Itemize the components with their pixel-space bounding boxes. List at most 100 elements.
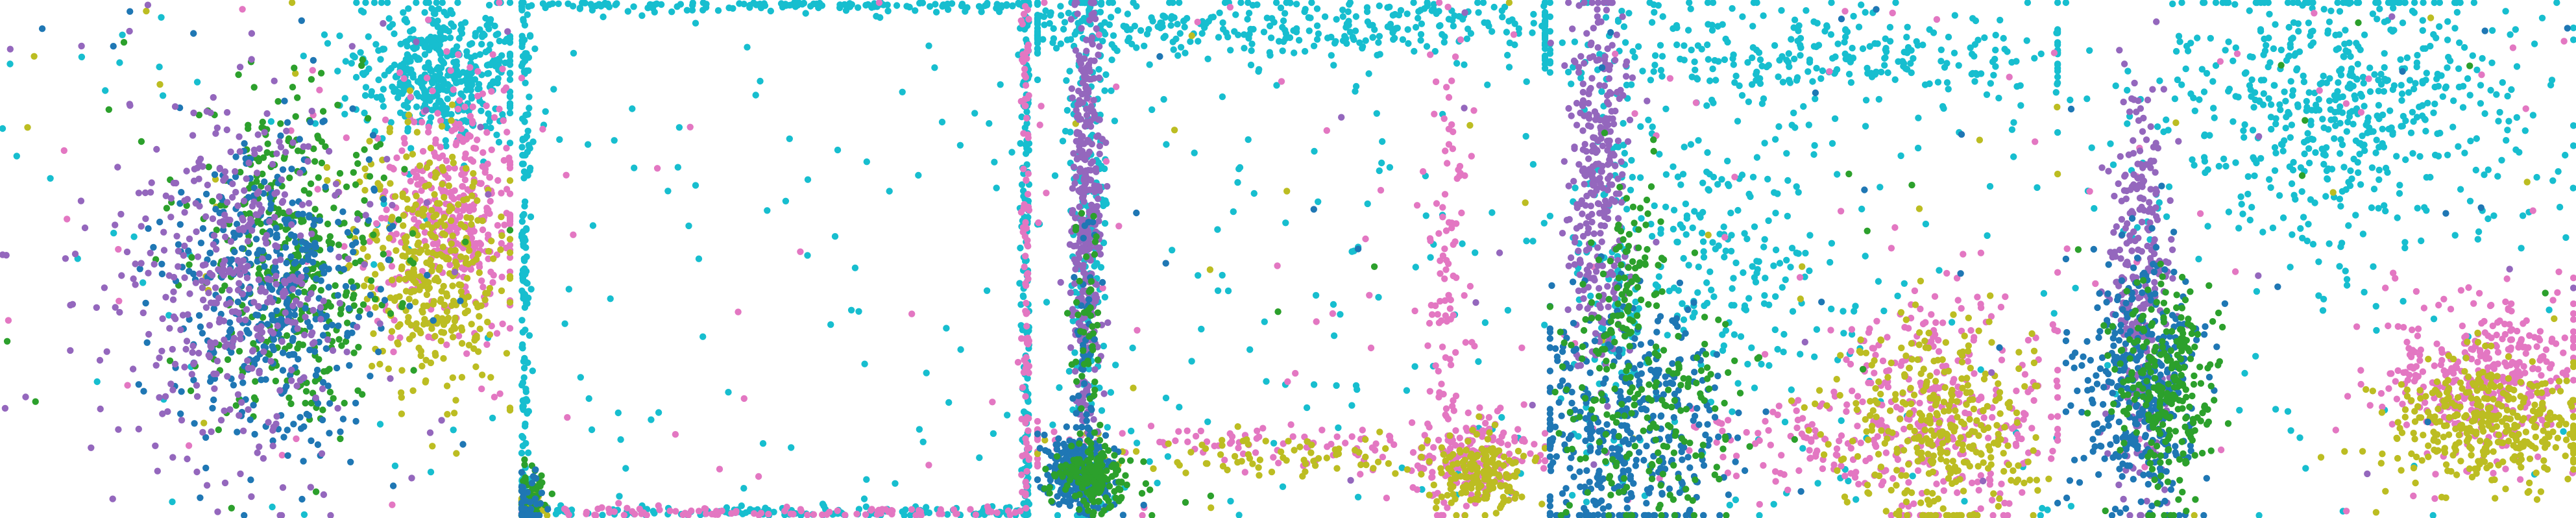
scatter-point [1418, 453, 1425, 461]
scatter-point [1306, 27, 1313, 34]
scatter-point [116, 59, 123, 66]
scatter-point [184, 195, 191, 203]
scatter-point [178, 189, 185, 196]
scatter-point [367, 291, 374, 299]
scatter-point [450, 159, 457, 167]
scatter-point [302, 399, 309, 407]
scatter-point [436, 264, 443, 271]
scatter-point [165, 312, 173, 319]
scatter-point [1313, 36, 1321, 43]
scatter-point [164, 408, 171, 415]
scatter-point [519, 442, 527, 450]
scatter-point [255, 188, 262, 195]
scatter-point [479, 90, 487, 97]
scatter-point [692, 182, 699, 189]
scatter-point [1063, 77, 1070, 84]
scatter-point [487, 41, 494, 48]
scatter-point [433, 211, 440, 219]
scatter-point [1497, 404, 1504, 412]
scatter-point [518, 160, 526, 167]
scatter-point [972, 511, 980, 518]
scatter-point [1025, 270, 1032, 277]
scatter-point [476, 264, 483, 271]
scatter-point [469, 119, 476, 127]
scatter-point [1413, 202, 1421, 209]
scatter-point [1335, 424, 1342, 432]
scatter-point [1022, 73, 1030, 81]
scatter-point [1280, 17, 1287, 25]
scatter-point [454, 0, 461, 6]
scatter-point [428, 232, 436, 240]
scatter-point [740, 485, 747, 492]
scatter-point [1352, 27, 1359, 34]
scatter-point [525, 408, 532, 415]
scatter-point [485, 69, 492, 77]
scatter-point [453, 70, 461, 77]
scatter-point [311, 339, 318, 346]
scatter-point [419, 307, 426, 314]
scatter-point [260, 304, 268, 311]
scatter-point [615, 500, 622, 507]
scatter-point [250, 401, 257, 409]
scatter-point [210, 232, 218, 240]
scatter-point [1023, 114, 1030, 122]
scatter-point [283, 383, 290, 390]
scatter-point [943, 511, 951, 518]
scatter-point [265, 254, 272, 261]
scatter-point [350, 349, 358, 356]
scatter-point [272, 377, 280, 385]
scatter-point [448, 117, 455, 124]
scatter-point [192, 279, 199, 286]
scatter-point [1219, 19, 1226, 27]
scatter-point [1435, 230, 1442, 237]
scatter-point [585, 395, 592, 402]
scatter-point [485, 255, 492, 262]
scatter-point [483, 129, 491, 136]
scatter-point [350, 169, 357, 176]
scatter-point [453, 240, 461, 247]
scatter-point [461, 103, 468, 110]
scatter-point [548, 490, 555, 497]
scatter-point [478, 371, 486, 378]
scatter-point [1021, 102, 1028, 110]
scatter-point [782, 197, 790, 204]
scatter-point [127, 102, 134, 109]
scatter-point [1364, 200, 1371, 208]
scatter-point [143, 7, 150, 15]
scatter-point [138, 138, 145, 145]
scatter-point [518, 317, 526, 324]
scatter-point [263, 240, 270, 247]
scatter-point [263, 149, 271, 156]
scatter-point [400, 222, 407, 229]
scatter-point [463, 350, 470, 357]
scatter-point [746, 4, 753, 11]
scatter-point [570, 231, 577, 238]
scatter-point [295, 289, 302, 296]
scatter-point [373, 220, 380, 227]
scatter-point [292, 239, 299, 246]
scatter-point [190, 376, 197, 384]
scatter-point [1447, 296, 1454, 304]
scatter-point [24, 124, 31, 131]
scatter-point [417, 352, 424, 360]
scatter-point [276, 138, 283, 145]
scatter-point [396, 81, 404, 89]
scatter-point [1527, 450, 1534, 457]
scatter-point [228, 504, 235, 512]
scatter-point [836, 1, 844, 8]
scatter-point [457, 324, 465, 331]
scatter-point [577, 374, 584, 381]
scatter-point [188, 254, 195, 261]
scatter-point [438, 417, 445, 424]
scatter-point [287, 400, 295, 408]
scatter-point [631, 164, 638, 171]
scatter-point [226, 299, 234, 306]
scatter-point [271, 190, 278, 197]
scatter-point [396, 109, 404, 116]
scatter-point [391, 462, 399, 469]
scatter-point [1461, 61, 1468, 68]
scatter-point [179, 312, 187, 319]
scatter-point [1132, 448, 1140, 455]
scatter-point [1302, 460, 1309, 467]
scatter-point [301, 331, 308, 339]
